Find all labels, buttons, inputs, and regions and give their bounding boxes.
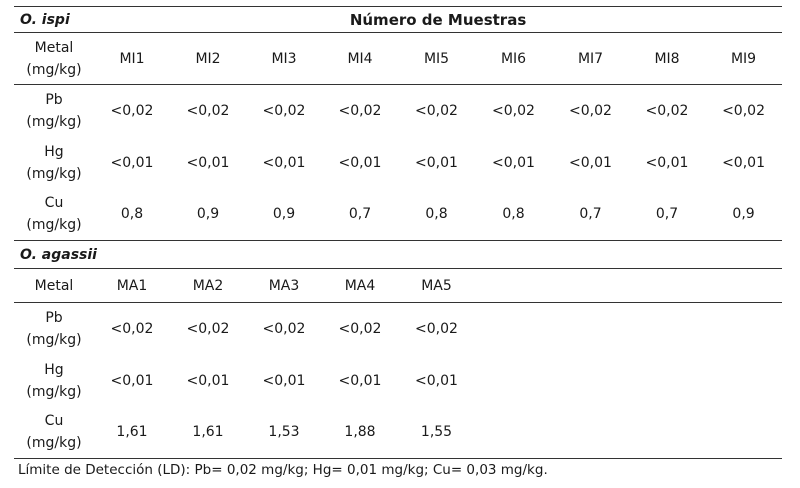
sample-header: MI5: [398, 32, 475, 85]
value-cell: <0,01: [415, 154, 458, 171]
value-cell: 0,9: [170, 188, 246, 241]
metal-unit: (mg/kg): [26, 113, 82, 130]
metal-cell: Cu (mg/kg): [14, 406, 94, 459]
table-row: Pb (mg/kg) <0,02 <0,02 <0,02 <0,02 <0,02…: [14, 85, 782, 137]
value-cell: <0,02: [645, 102, 689, 119]
metal-cell: Hg (mg/kg): [14, 137, 94, 189]
value-cell: <0,01: [186, 372, 230, 389]
sample-header: MI6: [475, 32, 552, 85]
metal-unit: (mg/kg): [26, 61, 82, 78]
table-row: Cu (mg/kg) 1,61 1,61 1,53 1,88 1,55: [14, 406, 783, 459]
table2-title-row: O. agassii: [14, 240, 783, 269]
table1-samples-row: Metal (mg/kg) MI1 MI2 MI3 MI4 MI5 MI6 MI…: [14, 32, 783, 85]
metal-cell: Hg (mg/kg): [14, 355, 94, 407]
metal-name: Pb: [45, 309, 63, 326]
table2-species: O. agassii: [14, 240, 246, 269]
table1-species: O. ispi: [14, 6, 94, 33]
value-cell: 0,9: [705, 188, 783, 241]
value-cell: 0,8: [398, 188, 475, 241]
value-cell: 1,61: [94, 406, 170, 459]
sample-header: MA4: [322, 268, 398, 303]
value-cell: <0,02: [569, 102, 612, 119]
metal-label: Metal: [14, 268, 94, 303]
sample-header: MI2: [170, 32, 246, 85]
table1-header: Número de Muestras: [94, 6, 783, 33]
value-cell: <0,01: [262, 154, 306, 171]
table-row: Cu (mg/kg) 0,8 0,9 0,9 0,7 0,8 0,8 0,7 0…: [14, 188, 783, 241]
value-cell: 0,7: [322, 188, 398, 241]
value-cell: <0,01: [262, 372, 306, 389]
detection-limit-footnote: Límite de Detección (LD): Pb= 0,02 mg/kg…: [18, 462, 548, 478]
value-cell: <0,02: [110, 320, 154, 337]
sample-header: MA5: [398, 268, 475, 303]
metals-table: O. ispi Número de Muestras Metal (mg/kg)…: [14, 6, 783, 459]
value-cell: <0,01: [338, 372, 382, 389]
sample-header: MI8: [629, 32, 705, 85]
value-cell: 0,7: [552, 188, 629, 241]
value-cell: <0,02: [492, 102, 535, 119]
metal-unit: (mg/kg): [26, 331, 82, 348]
value-cell: <0,01: [110, 372, 154, 389]
metal-name: Cu: [44, 195, 64, 212]
sample-header: MI7: [552, 32, 629, 85]
table2-samples-row: Metal MA1 MA2 MA3 MA4 MA5: [14, 268, 783, 303]
sample-header: MA3: [246, 268, 322, 303]
value-cell: <0,02: [415, 102, 458, 119]
table-row: Pb (mg/kg) <0,02 <0,02 <0,02 <0,02 <0,02: [14, 303, 782, 355]
value-cell: <0,02: [110, 102, 154, 119]
metal-label-cell: Metal (mg/kg): [14, 32, 94, 85]
value-cell: <0,01: [338, 154, 382, 171]
value-cell: <0,01: [110, 154, 154, 171]
value-cell: <0,01: [645, 154, 689, 171]
sample-header: MA2: [170, 268, 246, 303]
value-cell: 1,55: [398, 406, 475, 459]
value-cell: <0,01: [722, 154, 765, 171]
value-cell: <0,02: [262, 102, 306, 119]
metal-cell: Cu (mg/kg): [14, 188, 94, 241]
value-cell: 0,7: [629, 188, 705, 241]
metal-unit: (mg/kg): [26, 435, 82, 452]
value-cell: 0,8: [94, 188, 170, 241]
value-cell: <0,02: [262, 320, 306, 337]
value-cell: 1,61: [170, 406, 246, 459]
value-cell: 0,8: [475, 188, 552, 241]
table-row: Hg (mg/kg) <0,01 <0,01 <0,01 <0,01 <0,01…: [14, 137, 782, 189]
sample-header: MA1: [94, 268, 170, 303]
value-cell: <0,01: [569, 154, 612, 171]
value-cell: 0,9: [246, 188, 322, 241]
value-cell: <0,02: [415, 320, 458, 337]
metal-name: Pb: [45, 91, 63, 108]
metal-unit: (mg/kg): [26, 217, 82, 234]
table-row: Hg (mg/kg) <0,01 <0,01 <0,01 <0,01 <0,01: [14, 355, 782, 407]
metal-name: Hg: [44, 143, 64, 160]
sample-header: MI1: [94, 32, 170, 85]
metal-label: Metal: [34, 39, 74, 56]
metal-unit: (mg/kg): [26, 383, 82, 400]
table1-title-row: O. ispi Número de Muestras: [14, 6, 783, 33]
metal-name: Hg: [44, 361, 64, 378]
sample-header: MI4: [322, 32, 398, 85]
value-cell: <0,01: [492, 154, 535, 171]
metal-cell: Pb (mg/kg): [14, 85, 94, 137]
value-cell: 1,88: [322, 406, 398, 459]
value-cell: <0,01: [415, 372, 458, 389]
metal-name: Cu: [44, 413, 64, 430]
sample-header: MI9: [705, 32, 783, 85]
value-cell: <0,02: [722, 102, 765, 119]
value-cell: <0,01: [186, 154, 230, 171]
value-cell: <0,02: [338, 320, 382, 337]
metal-unit: (mg/kg): [26, 165, 82, 182]
value-cell: <0,02: [338, 102, 382, 119]
sample-header: MI3: [246, 32, 322, 85]
metal-cell: Pb (mg/kg): [14, 303, 94, 355]
value-cell: <0,02: [186, 320, 230, 337]
value-cell: 1,53: [246, 406, 322, 459]
value-cell: <0,02: [186, 102, 230, 119]
